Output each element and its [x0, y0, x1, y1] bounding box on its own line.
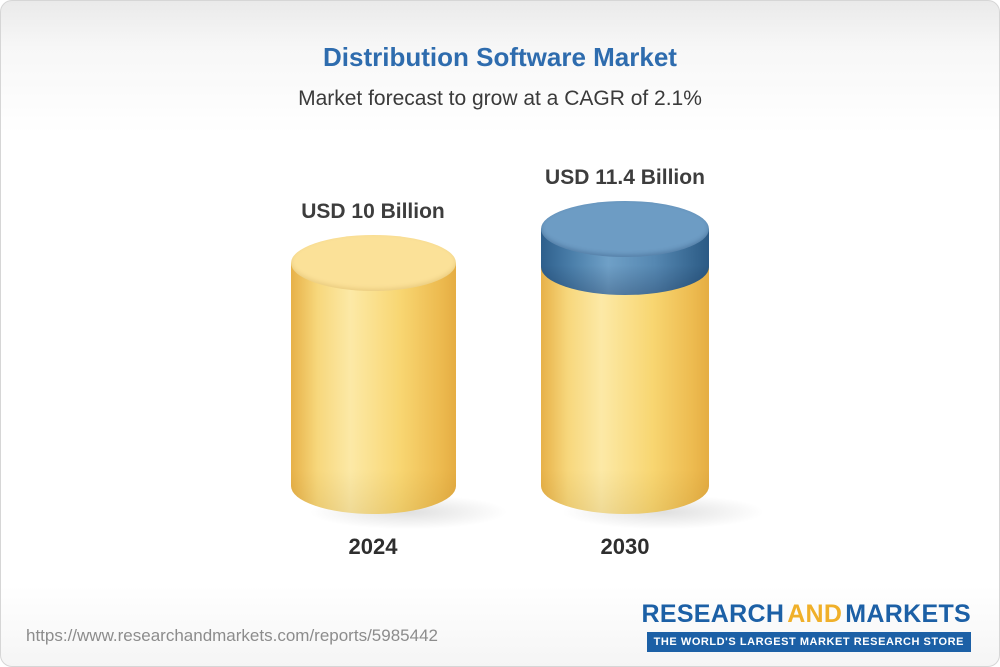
bar-2030-body [541, 267, 709, 514]
report-url: https://www.researchandmarkets.com/repor… [26, 626, 438, 645]
logo-wordmark: RESEARCH AND MARKETS [642, 600, 972, 629]
bar-2024-top [291, 235, 456, 291]
logo-tagline: THE WORLD'S LARGEST MARKET RESEARCH STOR… [646, 632, 971, 652]
value-label-2030: USD 11.4 Billion [545, 166, 705, 189]
bar-2024-body [291, 263, 456, 514]
value-label-2024: USD 10 Billion [301, 200, 445, 223]
category-label-2024: 2024 [348, 534, 398, 559]
logo-word-markets: MARKETS [845, 600, 971, 628]
bar-2030 [541, 201, 709, 514]
bar-2030-top [541, 201, 709, 257]
logo-word-and: AND [787, 600, 843, 628]
category-label-2030: 2030 [600, 534, 650, 559]
logo-word-research: RESEARCH [641, 600, 785, 628]
company-logo: RESEARCH AND MARKETS THE WORLD'S LARGEST M… [642, 600, 972, 652]
bar-2024 [291, 235, 456, 514]
chart-title: Distribution Software Market [323, 42, 677, 72]
footer: https://www.researchandmarkets.com/repor… [26, 600, 971, 652]
chart-subtitle: Market forecast to grow at a CAGR of 2.1… [298, 87, 702, 110]
